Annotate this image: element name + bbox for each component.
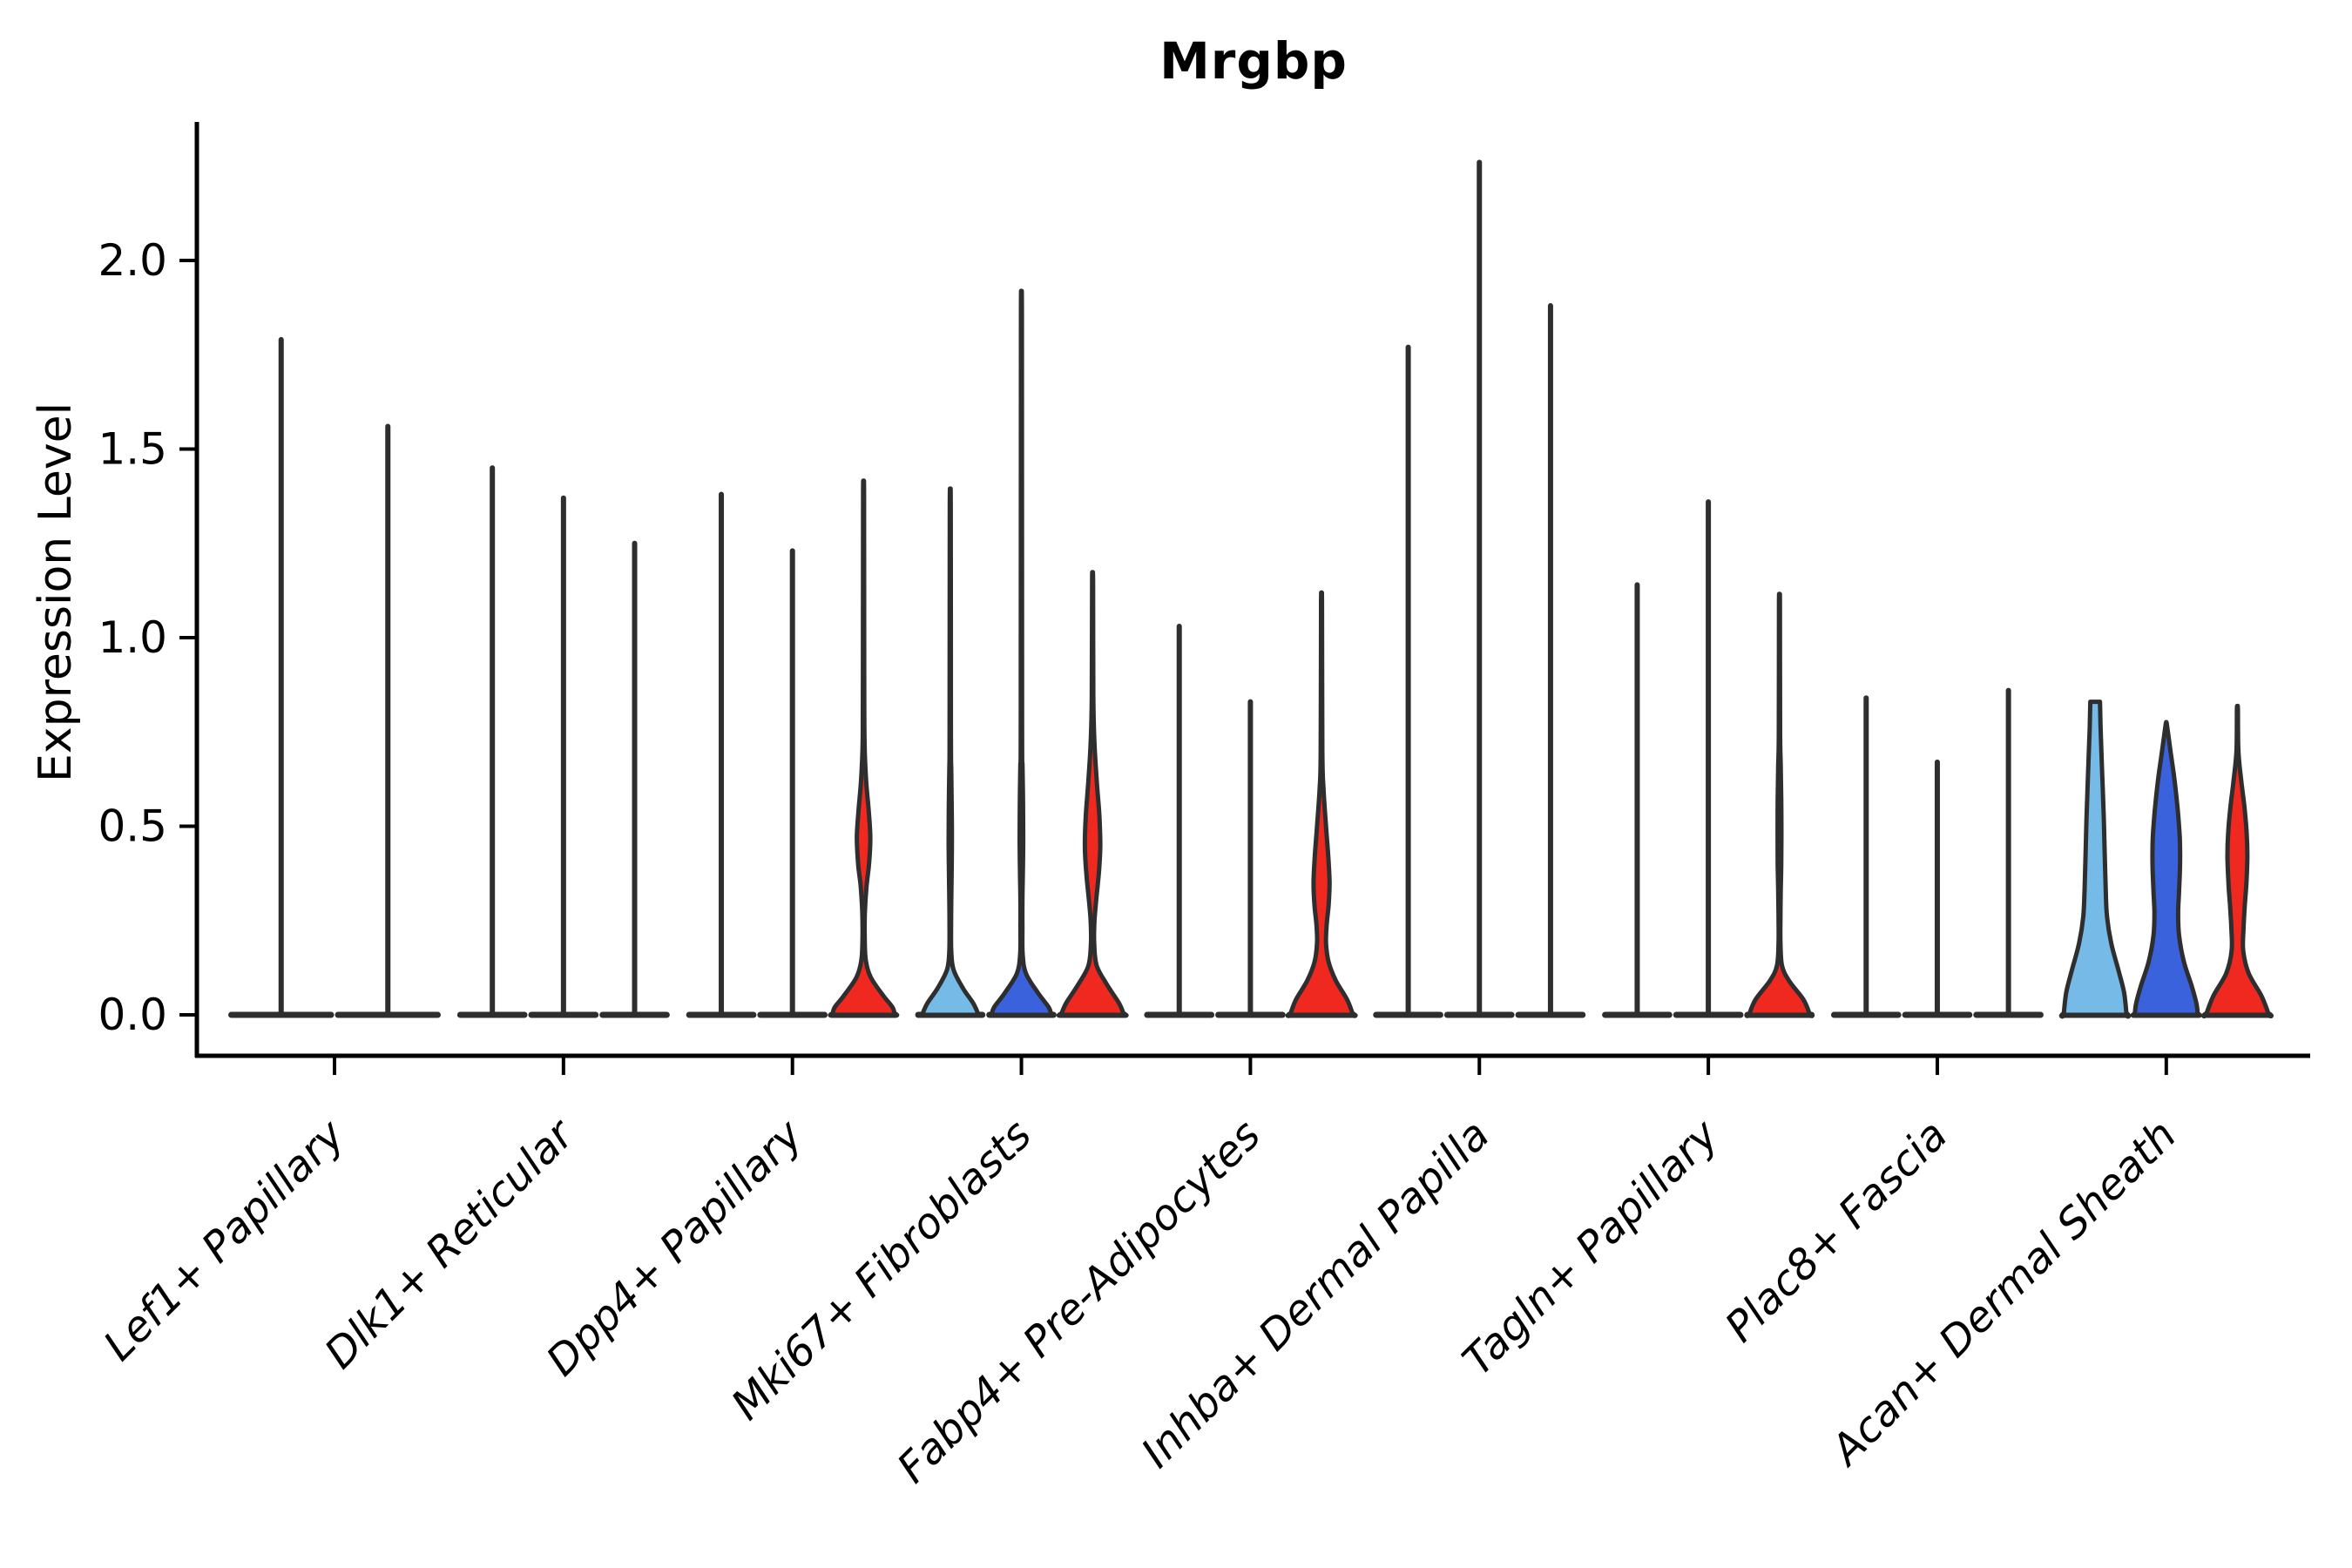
violin-lightblue bbox=[917, 486, 983, 1018]
y-tick-label: 1.0 bbox=[98, 612, 167, 663]
violin-red bbox=[1744, 591, 1815, 1018]
x-tick-label: Tagln+ Papillary bbox=[1453, 1110, 1728, 1385]
violin-darkblue bbox=[987, 288, 1056, 1018]
x-tick-label: Dpp4+ Papillary bbox=[537, 1110, 813, 1385]
x-tick-label: Dlk1+ Reticular bbox=[315, 1109, 585, 1379]
x-tick-label: Plac8+ Fascia bbox=[1716, 1111, 1957, 1352]
y-tick-label: 0.0 bbox=[98, 990, 167, 1040]
violin-lightblue bbox=[2058, 700, 2132, 1019]
y-tick-label: 1.5 bbox=[98, 424, 167, 475]
violin-red bbox=[1285, 590, 1358, 1018]
y-tick-label: 2.0 bbox=[98, 235, 167, 286]
x-tick-label: Fabp4+ Pre-Adipocytes bbox=[888, 1111, 1270, 1493]
x-tick-label: Lef1+ Papillary bbox=[94, 1110, 355, 1370]
violin-red bbox=[1056, 570, 1129, 1018]
violin-red bbox=[2200, 703, 2274, 1019]
chart-title: Mrgbp bbox=[1159, 31, 1348, 91]
violin-darkblue bbox=[2130, 720, 2203, 1018]
violin-red bbox=[828, 478, 900, 1018]
y-tick-label: 0.5 bbox=[98, 801, 167, 852]
